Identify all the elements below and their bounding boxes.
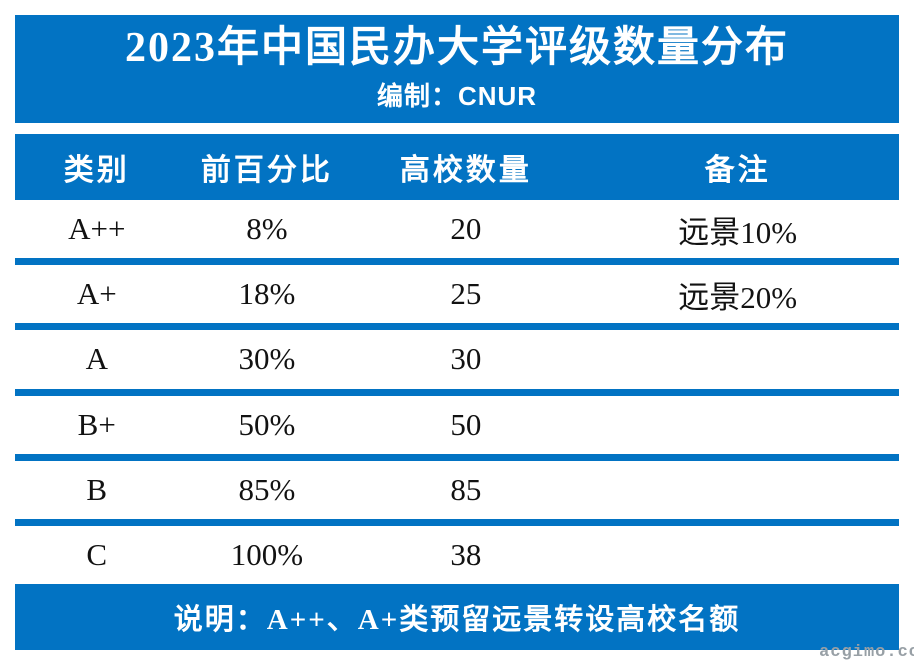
rating-table-card: 2023年中国民办大学评级数量分布 编制：CNUR 类别 前百分比 高校数量 备…	[15, 15, 899, 650]
cell-percent: 18%	[238, 276, 296, 312]
cell-percent: 8%	[246, 211, 288, 247]
cell-percent: 30%	[238, 341, 296, 377]
page-subtitle: 编制：CNUR	[376, 80, 538, 111]
watermark: acgimo.co	[819, 643, 914, 662]
table-row: A++ 8% 20 远景10%	[15, 200, 899, 259]
table-row: C 100% 38	[15, 525, 899, 585]
cell-note: 远景10%	[678, 214, 798, 250]
row-separator	[15, 323, 899, 331]
header-category: 类别	[63, 154, 130, 187]
cell-note: 远景20%	[678, 279, 798, 315]
cell-count: 38	[450, 536, 482, 572]
cell-category: B+	[77, 406, 116, 442]
cell-count: 25	[450, 276, 482, 312]
row-separator	[15, 388, 899, 396]
row-separator	[15, 258, 899, 266]
cell-category: B	[86, 471, 108, 507]
table-row: B 85% 85	[15, 460, 899, 519]
row-separator	[15, 453, 899, 461]
cell-percent: 50%	[238, 406, 296, 442]
cell-category: C	[86, 536, 108, 572]
cell-count: 30	[450, 341, 482, 377]
table-body: A++ 8% 20 远景10% A+ 18% 25 远景20% A 30% 30	[15, 200, 899, 585]
title-block: 2023年中国民办大学评级数量分布 编制：CNUR	[15, 15, 899, 123]
cell-count: 85	[450, 471, 482, 507]
header-percent: 前百分比	[200, 154, 333, 187]
cell-count: 20	[450, 211, 482, 247]
table-row: A 30% 30	[15, 330, 899, 389]
footer-note: 说明：A++、A+类预留远景转设高校名额	[173, 604, 741, 636]
table-row: A+ 18% 25 远景20%	[15, 265, 899, 324]
page-title: 2023年中国民办大学评级数量分布	[124, 25, 789, 72]
header-count: 高校数量	[399, 154, 532, 187]
cell-category: A+	[76, 276, 117, 312]
cell-count: 50	[450, 406, 482, 442]
cell-category: A++	[68, 211, 126, 247]
title-divider	[15, 123, 899, 134]
header-note: 备注	[704, 154, 771, 187]
row-separator	[15, 518, 899, 526]
cell-percent: 85%	[238, 471, 296, 507]
cell-category: A	[85, 341, 108, 377]
table-header-row: 类别 前百分比 高校数量 备注	[15, 134, 899, 200]
cell-percent: 100%	[230, 536, 304, 572]
table-row: B+ 50% 50	[15, 395, 899, 454]
